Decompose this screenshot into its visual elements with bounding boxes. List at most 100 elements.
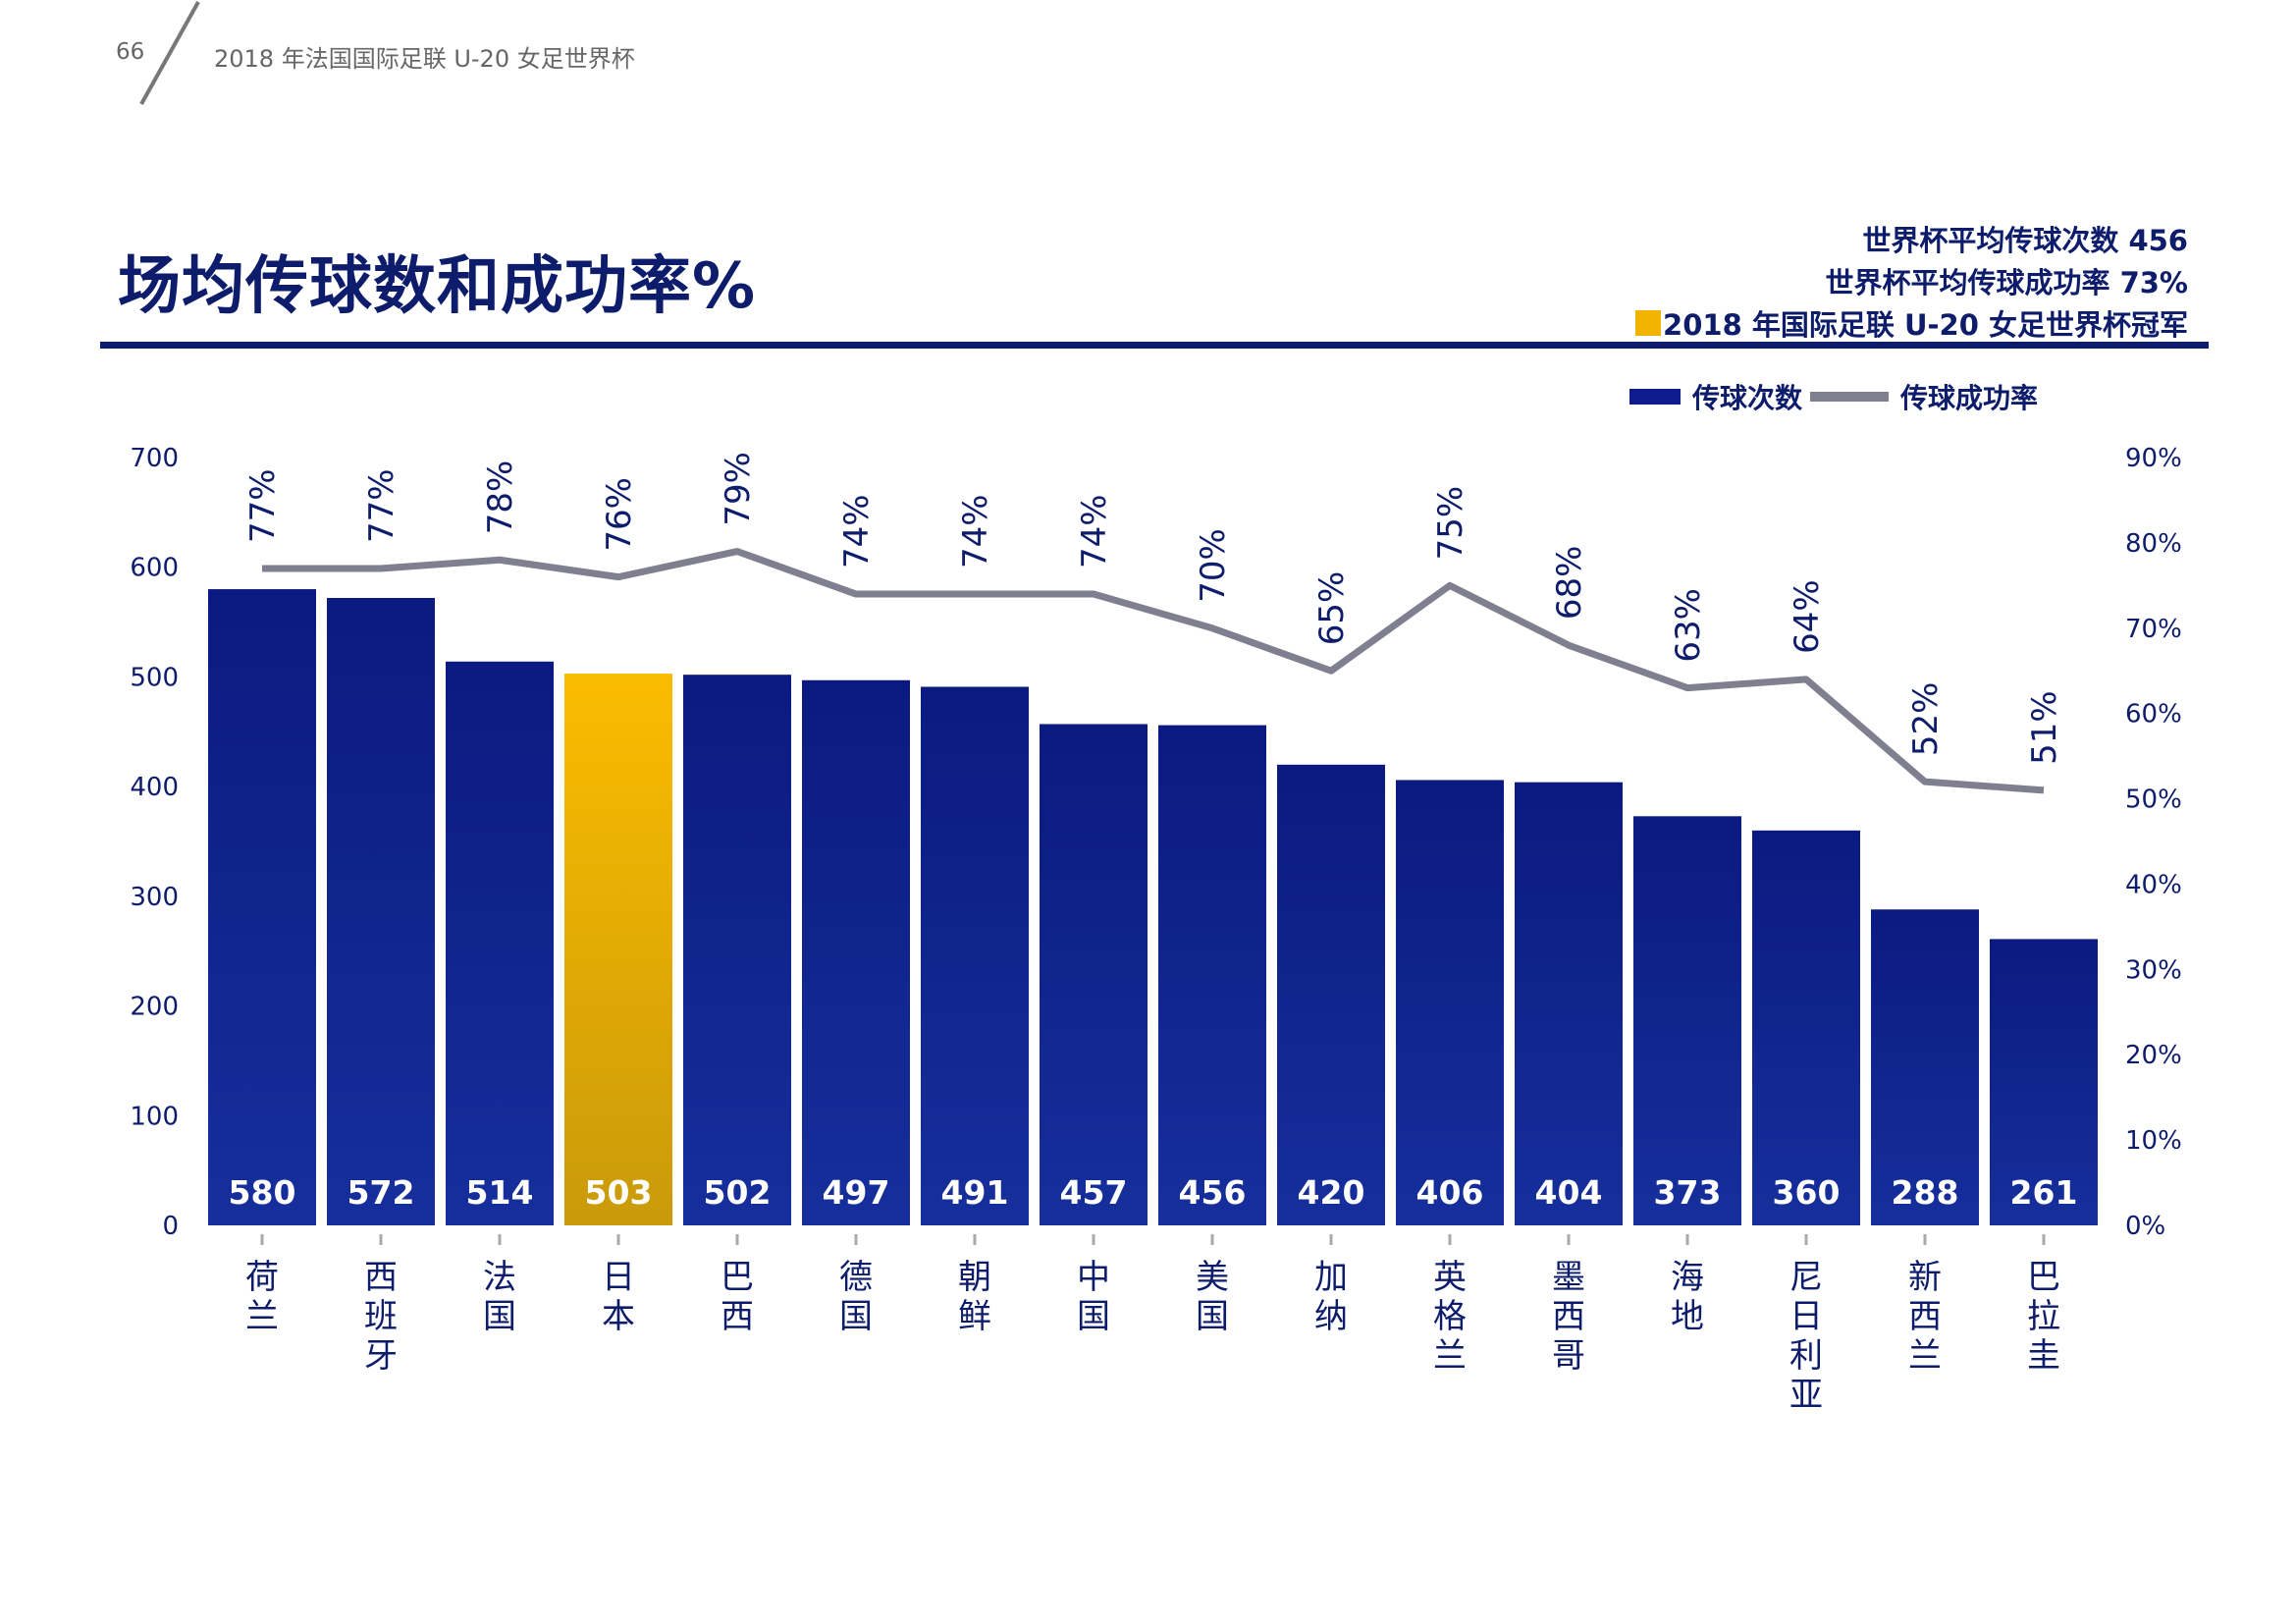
success-rate-label: 51% [2025,690,2064,765]
category-label-char: 日 [1789,1297,1823,1336]
bar [1158,725,1266,1225]
category-label-char: 国 [1077,1297,1110,1336]
legend-bar-label: 传球次数 [1692,382,1803,414]
right-axis: 0% 10% 20% 30% 40% 50% 60% 70% 80% 90% [2125,444,2182,1241]
publication-title: 2018 年法国国际足联 U-20 女足世界杯 [214,45,635,73]
success-rate-line [262,548,2045,794]
right-axis-tick-label: 70% [2125,615,2182,644]
category-label-char: 西 [721,1297,754,1336]
category-label-char: 兰 [1908,1336,1942,1376]
bar-value-label: 514 [466,1173,534,1212]
bar [208,589,316,1225]
category-label-char: 朝 [958,1258,991,1297]
legend-bar-swatch [1629,389,1681,405]
category-label-char: 海 [1671,1258,1704,1297]
bar-value-label: 420 [1298,1173,1365,1212]
category-label-char: 西 [364,1258,398,1297]
bar-value-label: 503 [585,1173,653,1212]
legend-line-swatch [1810,392,1890,402]
bar-value-label: 457 [1060,1173,1128,1212]
success-rate-label: 70% [1194,528,1233,603]
bar [1515,782,1623,1225]
bar-series: 580 572 514 503 502 497 491 457 456 420 406 404 373 3… [208,589,2098,1225]
left-axis-tick-label: 300 [130,883,179,912]
bar-value-label: 288 [1892,1173,1959,1212]
bar-value-label: 580 [229,1173,296,1212]
right-axis-tick-label: 40% [2125,870,2182,899]
success-rate-label: 64% [1788,579,1827,654]
category-label-char: 鲜 [958,1297,991,1336]
bar [327,597,435,1225]
category-label-char: 加 [1314,1258,1348,1297]
category-label-char: 美 [1196,1258,1229,1297]
bar [683,675,791,1225]
success-rate-label: 79% [719,452,758,526]
right-axis-tick-label: 0% [2125,1212,2165,1241]
left-axis-tick-label: 100 [130,1102,179,1131]
chart-title: 场均传球数和成功率% [118,250,757,323]
left-axis-tick-label: 700 [130,444,179,473]
bar-value-label: 404 [1535,1173,1603,1212]
category-label-char: 地 [1671,1297,1704,1336]
bar [921,686,1029,1225]
bar-value-label: 491 [941,1173,1009,1212]
bar-value-label: 373 [1654,1173,1722,1212]
category-label-char: 哥 [1552,1336,1585,1376]
category-label-char: 利 [1789,1336,1823,1376]
bar-value-label: 360 [1773,1173,1841,1212]
success-rate-label: 52% [1906,682,1946,757]
category-label-char: 西 [1908,1297,1942,1336]
bar [1871,909,1979,1225]
right-axis-tick-label: 10% [2125,1126,2182,1156]
bar [1752,830,1860,1225]
category-label-char: 新 [1908,1258,1942,1297]
success-rate-label: 75% [1431,486,1470,561]
right-axis-tick-label: 30% [2125,955,2182,985]
champion-note: 2018 年国际足联 U-20 女足世界杯冠军 [1635,302,2188,344]
right-axis-tick-label: 50% [2125,785,2182,815]
champion-note-text: 2018 年国际足联 U-20 女足世界杯冠军 [1663,308,2188,342]
average-success-note: 世界杯平均传球成功率 73% [1825,266,2188,299]
category-label-char: 本 [602,1297,635,1336]
left-axis-tick-label: 400 [130,773,179,802]
title-underline-rule [100,342,2209,349]
bar [1040,724,1148,1225]
right-axis-tick-label: 80% [2125,529,2182,559]
category-label-char: 国 [483,1297,516,1336]
category-label-char: 国 [839,1297,873,1336]
right-axis-tick-label: 60% [2125,700,2182,730]
category-label-char: 格 [1433,1297,1467,1336]
left-axis-tick-label: 0 [162,1212,179,1241]
category-label-char: 圭 [2027,1336,2060,1376]
category-label-char: 兰 [245,1297,279,1336]
success-rate-label: 74% [1075,494,1114,568]
category-label-char: 巴 [721,1258,754,1297]
left-axis-tick-label: 600 [130,554,179,583]
category-label-char: 墨 [1552,1258,1585,1297]
success-rate-label: 65% [1312,571,1352,646]
bar [1396,780,1504,1225]
bar-value-label: 406 [1416,1173,1484,1212]
bar-value-label: 261 [2010,1173,2078,1212]
bar [446,661,554,1225]
category-label-char: 纳 [1314,1297,1348,1336]
average-passes-note: 世界杯平均传球次数 456 [1862,224,2188,257]
category-label-char: 巴 [2027,1258,2060,1297]
left-axis: 0 100 200 300 400 500 600 700 [130,444,179,1241]
bar [1990,939,2098,1225]
bar-value-label: 572 [347,1173,415,1212]
category-label-char: 亚 [1789,1376,1823,1415]
page-number: 66 [116,39,145,65]
category-label-char: 法 [483,1258,516,1297]
bar-value-label: 456 [1179,1173,1247,1212]
success-rate-label: 63% [1669,588,1708,663]
category-label-char: 西 [1552,1297,1585,1336]
bar [802,679,910,1225]
success-rate-label: 76% [600,477,639,552]
bar [1633,816,1741,1225]
champion-color-swatch [1635,310,1662,336]
success-rate-label: 74% [837,494,877,568]
category-label-char: 牙 [364,1336,398,1376]
right-axis-tick-label: 20% [2125,1041,2182,1070]
